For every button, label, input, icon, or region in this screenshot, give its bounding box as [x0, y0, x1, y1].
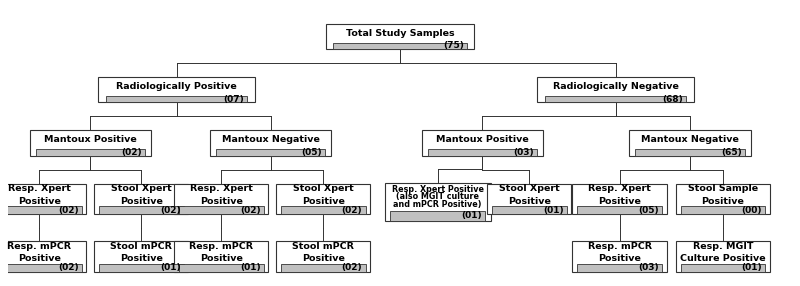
- Text: Resp. Xpert Positive: Resp. Xpert Positive: [392, 185, 484, 194]
- Text: Stool Xpert: Stool Xpert: [111, 184, 172, 193]
- Text: (02): (02): [240, 206, 261, 215]
- Text: (02): (02): [122, 148, 142, 157]
- Bar: [487, 184, 571, 214]
- Bar: [174, 184, 268, 214]
- Text: Positive: Positive: [200, 197, 242, 206]
- Text: Total Study Samples: Total Study Samples: [346, 29, 454, 38]
- Bar: [276, 184, 370, 214]
- Text: Positive: Positive: [120, 197, 162, 206]
- Bar: [0, 264, 82, 272]
- Text: Radiologically Negative: Radiologically Negative: [553, 82, 678, 91]
- Bar: [210, 130, 331, 156]
- Text: Stool mPCR: Stool mPCR: [292, 242, 354, 251]
- Bar: [385, 183, 490, 221]
- Text: Positive: Positive: [302, 254, 345, 263]
- Text: Resp. Xpert: Resp. Xpert: [190, 184, 253, 193]
- Bar: [0, 206, 82, 214]
- Bar: [422, 130, 543, 156]
- Bar: [179, 264, 263, 272]
- Text: Resp. mPCR: Resp. mPCR: [7, 242, 71, 251]
- Bar: [573, 241, 666, 272]
- Text: (05): (05): [638, 206, 658, 215]
- Bar: [676, 241, 770, 272]
- Bar: [681, 206, 766, 214]
- Bar: [281, 264, 366, 272]
- Text: Stool Xpert: Stool Xpert: [499, 184, 560, 193]
- Text: Positive: Positive: [302, 197, 345, 206]
- Text: Resp. MGIT: Resp. MGIT: [693, 242, 754, 251]
- Text: (00): (00): [742, 206, 762, 215]
- Bar: [573, 184, 666, 214]
- Text: (02): (02): [58, 206, 78, 215]
- Bar: [0, 184, 86, 214]
- Bar: [681, 264, 766, 272]
- Bar: [179, 206, 263, 214]
- Text: Mantoux Positive: Mantoux Positive: [436, 135, 529, 144]
- Text: Mantoux Negative: Mantoux Negative: [641, 135, 739, 144]
- Text: (also MGIT culture: (also MGIT culture: [396, 192, 479, 201]
- Bar: [333, 43, 467, 49]
- Text: Culture Positive: Culture Positive: [680, 254, 766, 263]
- Text: (01): (01): [462, 211, 482, 220]
- Text: and mPCR Positive): and mPCR Positive): [394, 200, 482, 209]
- Text: Positive: Positive: [598, 197, 641, 206]
- Bar: [106, 96, 247, 102]
- Text: (03): (03): [638, 263, 658, 273]
- Text: Radiologically Positive: Radiologically Positive: [116, 82, 237, 91]
- Bar: [216, 149, 326, 156]
- Text: Mantoux Positive: Mantoux Positive: [44, 135, 137, 144]
- Text: (02): (02): [342, 263, 362, 273]
- Bar: [30, 130, 151, 156]
- Text: (75): (75): [443, 41, 464, 50]
- Bar: [390, 211, 486, 221]
- Bar: [326, 24, 474, 49]
- Text: (65): (65): [721, 148, 742, 157]
- Text: Resp. Xpert: Resp. Xpert: [8, 184, 70, 193]
- Bar: [99, 264, 184, 272]
- Text: (02): (02): [58, 263, 78, 273]
- Bar: [276, 241, 370, 272]
- Text: Resp. Xpert: Resp. Xpert: [588, 184, 651, 193]
- Text: (01): (01): [543, 206, 564, 215]
- Text: (05): (05): [302, 148, 322, 157]
- Text: (03): (03): [514, 148, 534, 157]
- Text: Stool mPCR: Stool mPCR: [110, 242, 172, 251]
- Text: Positive: Positive: [508, 197, 550, 206]
- Bar: [577, 264, 662, 272]
- Text: Positive: Positive: [598, 254, 641, 263]
- Text: Positive: Positive: [120, 254, 162, 263]
- Text: Positive: Positive: [18, 254, 61, 263]
- Text: Mantoux Negative: Mantoux Negative: [222, 135, 319, 144]
- Bar: [0, 241, 86, 272]
- Text: (68): (68): [662, 95, 683, 104]
- Bar: [174, 241, 268, 272]
- Bar: [676, 184, 770, 214]
- Bar: [94, 184, 188, 214]
- Text: Positive: Positive: [18, 197, 61, 206]
- Bar: [538, 77, 694, 102]
- Bar: [492, 206, 567, 214]
- Text: Positive: Positive: [702, 197, 745, 206]
- Text: Resp. mPCR: Resp. mPCR: [587, 242, 651, 251]
- Text: Stool Xpert: Stool Xpert: [293, 184, 354, 193]
- Bar: [94, 241, 188, 272]
- Bar: [577, 206, 662, 214]
- Bar: [98, 77, 255, 102]
- Text: (01): (01): [160, 263, 181, 273]
- Bar: [545, 96, 686, 102]
- Bar: [36, 149, 145, 156]
- Text: Positive: Positive: [200, 254, 242, 263]
- Bar: [99, 206, 184, 214]
- Text: (01): (01): [742, 263, 762, 273]
- Bar: [635, 149, 745, 156]
- Text: (02): (02): [160, 206, 181, 215]
- Text: (01): (01): [240, 263, 261, 273]
- Bar: [630, 130, 751, 156]
- Text: (02): (02): [342, 206, 362, 215]
- Text: Resp. mPCR: Resp. mPCR: [190, 242, 254, 251]
- Bar: [281, 206, 366, 214]
- Text: (07): (07): [223, 95, 244, 104]
- Bar: [428, 149, 537, 156]
- Text: Stool Sample: Stool Sample: [688, 184, 758, 193]
